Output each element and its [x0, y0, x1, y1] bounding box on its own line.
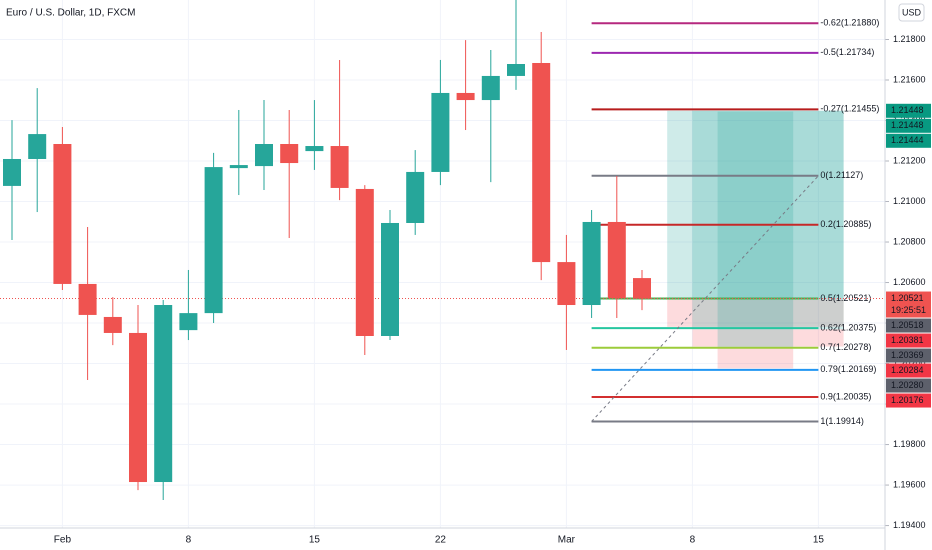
fib-label: 0.2(1.20885)	[820, 219, 871, 229]
price-tag	[886, 118, 931, 133]
x-tick-label: Feb	[54, 535, 72, 546]
y-tick-label: 1.19400	[893, 520, 926, 530]
candle-body	[456, 92, 475, 101]
candle-body	[3, 158, 21, 186]
fib-label: 0.5(1.20521)	[820, 293, 871, 303]
y-tick-label: 1.21000	[893, 196, 926, 206]
fib-label: 1(1.19914)	[820, 416, 864, 426]
candle-body	[481, 75, 500, 101]
price-tag-label: 1.20381	[891, 335, 924, 345]
candle-body	[154, 305, 173, 483]
candle-body	[229, 165, 248, 169]
candle-body	[607, 221, 626, 299]
price-tag	[886, 378, 931, 393]
candle-body	[204, 167, 223, 314]
position-stop	[692, 329, 844, 347]
candle-body	[431, 92, 450, 172]
price-tag	[886, 363, 931, 378]
y-tick-label: 1.20200	[893, 358, 926, 368]
fib-label: 0(1.21127)	[820, 170, 863, 180]
price-tag-label: 1.21448	[891, 105, 924, 115]
x-tick-label: 22	[435, 535, 447, 546]
price-tag	[886, 318, 931, 333]
price-tag-label: 19:25:51	[891, 305, 926, 315]
candle-body	[532, 62, 551, 263]
price-tag-label: 1.20521	[891, 293, 924, 303]
price-tag-label: 1.21444	[891, 135, 924, 145]
candle-body	[305, 146, 324, 152]
y-tick-label: 1.20800	[893, 236, 926, 246]
candle-body	[103, 316, 122, 333]
price-tag	[886, 393, 931, 408]
candle-body	[280, 144, 299, 164]
candle-body	[633, 278, 651, 299]
price-tag	[886, 133, 931, 148]
position-stop	[667, 299, 844, 327]
currency-button[interactable]	[898, 3, 925, 22]
candle-body	[330, 146, 349, 188]
candle-body	[28, 134, 47, 159]
y-tick-label: 1.19600	[893, 479, 926, 489]
price-tag-label: 1.20280	[891, 380, 924, 390]
candle-body	[381, 222, 399, 336]
fib-label: 0.9(1.20035)	[820, 391, 871, 401]
fib-label: 0.62(1.20375)	[820, 322, 876, 332]
fib-label: -0.5(1.21734)	[820, 47, 874, 57]
price-tag-label: 1.21448	[891, 120, 924, 130]
y-tick-label: 1.19800	[893, 439, 926, 449]
price-tag	[886, 348, 931, 363]
candle-body	[53, 144, 72, 284]
price-tag-label: 1.20176	[891, 395, 924, 405]
candle-body	[255, 144, 273, 167]
position-target	[692, 110, 844, 330]
fib-label: -0.62(1.21880)	[820, 18, 879, 28]
price-tag	[886, 333, 931, 348]
price-tag	[886, 291, 931, 318]
candle-body	[355, 188, 374, 336]
candle-body	[179, 313, 198, 331]
candle-body	[406, 171, 425, 223]
candle-body	[78, 283, 97, 315]
x-tick-label: 15	[309, 535, 321, 546]
candle-body	[129, 332, 147, 483]
y-tick-label: 1.21800	[893, 34, 926, 44]
fib-label: 0.79(1.20169)	[820, 364, 876, 374]
chart-title: Euro / U.S. Dollar, 1D, FXCM	[6, 8, 135, 19]
candle-body	[582, 221, 601, 306]
x-tick-label: Mar	[558, 535, 576, 546]
y-tick-label: 1.21200	[893, 155, 926, 165]
x-tick-label: 8	[186, 535, 192, 546]
y-tick-label: 1.20600	[893, 277, 926, 287]
price-tag-label: 1.20369	[891, 350, 924, 360]
y-tick-label: 1.21600	[893, 74, 926, 84]
fib-trend	[591, 175, 819, 422]
x-tick-label: 15	[813, 535, 825, 546]
position-stop	[717, 347, 794, 369]
fib-label: 0.7(1.20278)	[820, 342, 871, 352]
x-tick-label: 8	[690, 535, 696, 546]
position-target	[667, 110, 844, 300]
candle-body	[557, 262, 576, 306]
price-tag	[886, 103, 931, 118]
price-tag-label: 1.20284	[891, 365, 924, 375]
fib-label: -0.27(1.21455)	[820, 104, 879, 114]
price-tag-label: 1.20518	[891, 320, 924, 330]
position-target	[717, 111, 794, 348]
candle-body	[507, 64, 525, 76]
currency[interactable]: USD	[902, 7, 922, 17]
